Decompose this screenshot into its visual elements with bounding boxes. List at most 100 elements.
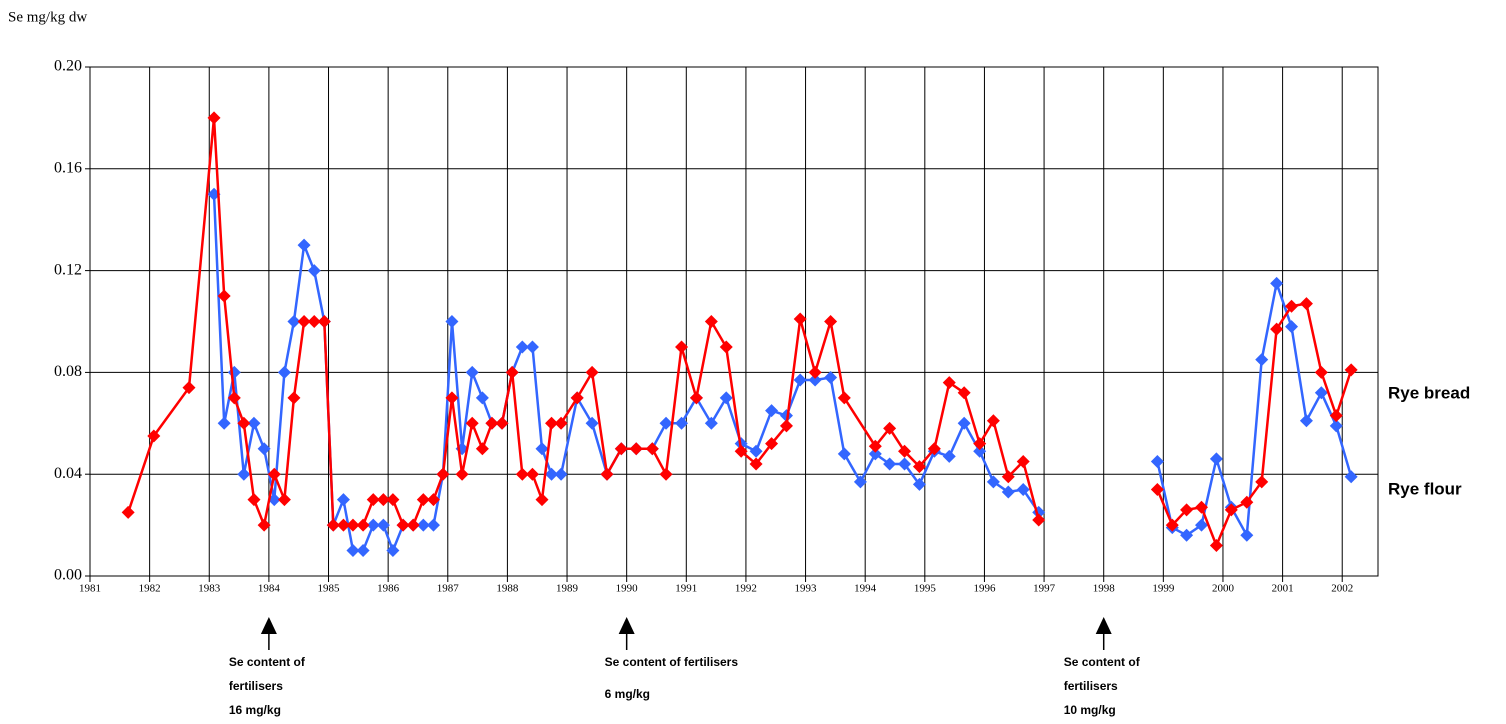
y-tick-label: 0.08 — [54, 363, 82, 380]
x-tick-label: 1997 — [1033, 583, 1056, 595]
x-tick-label: 2002 — [1331, 583, 1353, 595]
data-point — [942, 449, 956, 463]
data-point — [793, 312, 807, 326]
data-point — [545, 467, 559, 481]
x-tick-label: 1999 — [1152, 583, 1175, 595]
data-point — [525, 340, 539, 354]
data-point — [614, 442, 628, 456]
y-tick-label: 0.04 — [54, 465, 82, 482]
y-tick-label: 0.16 — [54, 159, 82, 176]
data-point — [1180, 528, 1194, 542]
data-point — [734, 444, 748, 458]
annotation-text: 10 mg/kg — [1064, 703, 1116, 717]
x-tick-label: 1987 — [437, 583, 460, 595]
y-axis-label: Se mg/kg dw — [8, 9, 87, 25]
data-point — [326, 518, 340, 532]
data-point — [1209, 538, 1223, 552]
data-point — [659, 416, 673, 430]
data-point — [545, 416, 559, 430]
data-point — [675, 340, 689, 354]
data-point — [749, 457, 763, 471]
data-point — [554, 416, 568, 430]
data-point — [1299, 414, 1313, 428]
data-point — [868, 447, 882, 461]
data-point — [426, 493, 440, 507]
data-point — [689, 391, 703, 405]
data-point — [465, 365, 479, 379]
data-point — [1016, 482, 1030, 496]
data-point — [356, 518, 370, 532]
x-tick-label: 1981 — [79, 583, 101, 595]
data-point — [1255, 475, 1269, 489]
data-point — [793, 373, 807, 387]
data-point — [495, 416, 509, 430]
x-tick-label: 1989 — [556, 583, 579, 595]
data-point — [1344, 363, 1358, 377]
x-tick-label: 1995 — [914, 583, 937, 595]
data-point — [217, 416, 231, 430]
data-point — [853, 475, 867, 489]
x-tick-label: 2000 — [1212, 583, 1235, 595]
data-point — [1194, 500, 1208, 514]
data-point — [1165, 518, 1179, 532]
data-point — [257, 442, 271, 456]
data-point — [515, 467, 529, 481]
data-point — [824, 315, 838, 328]
data-point — [336, 518, 350, 532]
data-point — [445, 315, 459, 328]
x-tick-label: 1984 — [258, 583, 281, 595]
data-point — [416, 493, 430, 507]
data-point — [535, 442, 549, 456]
annotation-arrowhead — [1095, 617, 1112, 634]
data-point — [1329, 419, 1343, 433]
data-point — [1314, 386, 1328, 400]
data-point — [600, 467, 614, 481]
data-point — [267, 467, 281, 481]
data-point — [307, 315, 321, 328]
data-point — [1209, 452, 1223, 466]
data-point — [1240, 495, 1254, 509]
x-tick-label: 1993 — [795, 583, 818, 595]
data-point — [719, 391, 733, 405]
data-point — [659, 467, 673, 481]
data-point — [475, 391, 489, 405]
x-tick-label: 1991 — [675, 583, 697, 595]
data-point — [1270, 276, 1284, 290]
x-tick-label: 1992 — [735, 583, 757, 595]
data-point — [719, 340, 733, 354]
data-point — [986, 475, 1000, 489]
data-point — [1329, 409, 1343, 423]
data-point — [1150, 482, 1164, 496]
x-tick-label: 1994 — [854, 583, 877, 595]
data-point — [1344, 470, 1358, 484]
legend-label: Rye bread — [1388, 383, 1470, 402]
data-point — [376, 518, 390, 532]
data-point — [505, 365, 519, 379]
data-point — [645, 442, 659, 456]
data-point — [883, 421, 897, 435]
x-tick-label: 1988 — [496, 583, 519, 595]
data-point — [237, 467, 251, 481]
data-point — [1270, 322, 1284, 336]
data-point — [585, 365, 599, 379]
data-point — [455, 467, 469, 481]
data-point — [837, 391, 851, 405]
data-point — [317, 315, 331, 328]
data-point — [554, 467, 568, 481]
data-point — [779, 419, 793, 433]
data-point — [1001, 470, 1015, 484]
data-point — [336, 493, 350, 507]
data-point — [1150, 454, 1164, 468]
data-point — [426, 518, 440, 532]
y-tick-label: 0.20 — [54, 58, 82, 75]
data-point — [277, 365, 291, 379]
data-point — [973, 437, 987, 451]
legend-label: Rye flour — [1388, 479, 1462, 498]
data-point — [808, 365, 822, 379]
annotation-text: Se content of — [1064, 655, 1141, 669]
data-point — [386, 544, 400, 558]
data-point — [485, 416, 499, 430]
data-point — [704, 416, 718, 430]
y-tick-label: 0.12 — [54, 261, 82, 278]
